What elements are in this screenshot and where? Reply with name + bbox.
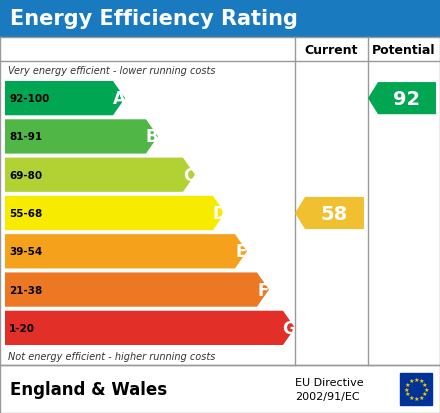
Text: 69-80: 69-80 <box>9 170 42 180</box>
Polygon shape <box>5 197 225 230</box>
Text: 58: 58 <box>321 204 348 223</box>
Polygon shape <box>5 158 195 192</box>
Text: EU Directive: EU Directive <box>295 377 363 387</box>
Text: Very energy efficient - lower running costs: Very energy efficient - lower running co… <box>8 66 216 76</box>
Text: 55-68: 55-68 <box>9 209 42 218</box>
Text: F: F <box>257 281 269 299</box>
Bar <box>0 0 440 38</box>
Polygon shape <box>5 82 125 116</box>
Text: 92-100: 92-100 <box>9 94 49 104</box>
Text: ★: ★ <box>422 392 427 396</box>
Text: ★: ★ <box>413 377 419 382</box>
Text: 92: 92 <box>393 90 421 108</box>
Text: A: A <box>113 90 125 108</box>
Text: ★: ★ <box>408 378 414 383</box>
Text: ★: ★ <box>418 378 424 383</box>
Text: Not energy efficient - higher running costs: Not energy efficient - higher running co… <box>8 351 215 361</box>
Text: Current: Current <box>305 43 358 56</box>
Text: ★: ★ <box>423 387 429 392</box>
Polygon shape <box>5 120 158 154</box>
Text: Potential: Potential <box>372 43 436 56</box>
Text: E: E <box>235 243 247 261</box>
Polygon shape <box>5 311 295 345</box>
Polygon shape <box>5 235 247 269</box>
Text: ★: ★ <box>422 382 427 387</box>
Text: 21-38: 21-38 <box>9 285 42 295</box>
Text: ★: ★ <box>418 395 424 400</box>
Text: ★: ★ <box>405 382 410 387</box>
Polygon shape <box>5 273 269 307</box>
Text: 39-54: 39-54 <box>9 247 42 256</box>
Text: ★: ★ <box>405 392 410 396</box>
Text: ★: ★ <box>408 395 414 400</box>
Text: B: B <box>146 128 158 146</box>
Text: D: D <box>212 204 226 223</box>
Text: 81-91: 81-91 <box>9 132 42 142</box>
Bar <box>400 373 432 405</box>
Text: ★: ★ <box>403 387 409 392</box>
Text: 2002/91/EC: 2002/91/EC <box>295 391 359 401</box>
Text: G: G <box>282 319 296 337</box>
Text: ★: ★ <box>413 396 419 401</box>
Text: Energy Efficiency Rating: Energy Efficiency Rating <box>10 9 298 29</box>
Text: England & Wales: England & Wales <box>10 380 167 398</box>
Polygon shape <box>295 197 364 230</box>
Polygon shape <box>368 83 436 115</box>
Text: 1-20: 1-20 <box>9 323 35 333</box>
Text: C: C <box>183 166 195 184</box>
Bar <box>0 365 440 413</box>
